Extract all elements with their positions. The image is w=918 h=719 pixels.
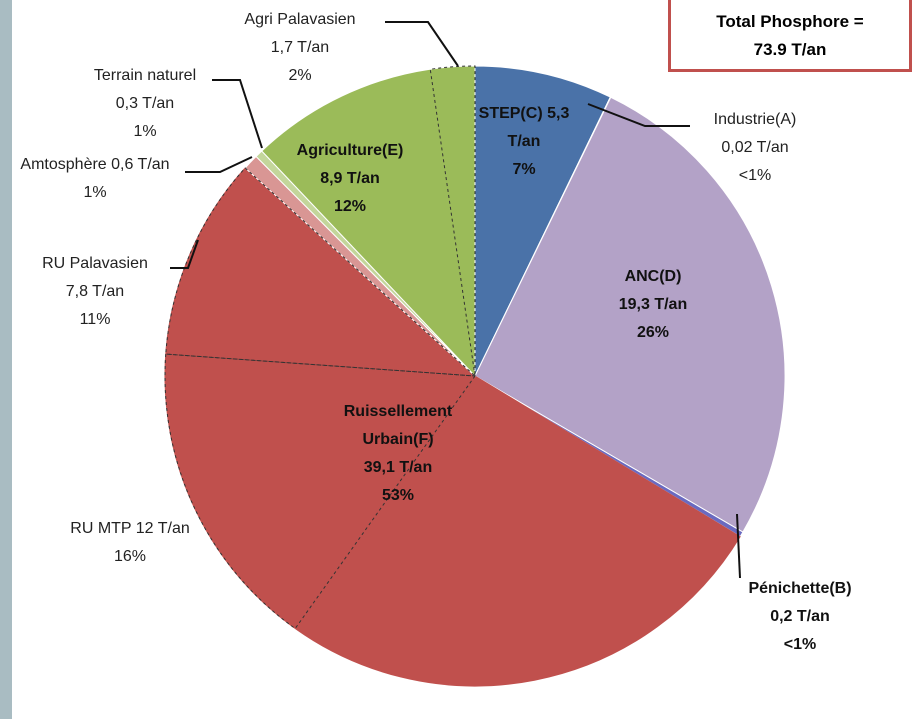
slice-name: Amtosphère [20, 156, 107, 173]
slice-name: Terrain naturel [93, 67, 197, 84]
slice-value: 0,6 T/an [111, 156, 170, 173]
leader-line [587, 103, 690, 127]
slice-name: ANC(D) [624, 268, 682, 285]
slice-percent: 26% [636, 324, 670, 341]
slice-percent: <1% [783, 636, 817, 653]
slice-value: 0,02 T/an [721, 139, 789, 156]
subdivision-name: RU MTP [70, 520, 132, 537]
pie-slice [164, 167, 741, 687]
subdivision-name: Agri Palavasien [244, 11, 356, 28]
slice-label: ANC(D) 19,3 T/an 26% [588, 263, 718, 347]
slice-label: Terrain naturel 0,3 T/an 1% [80, 62, 210, 146]
subdivision-value: 1,7 T/an [270, 39, 330, 56]
pie-slice [474, 65, 611, 377]
subdivision-label: RU Palavasien 7,8 T/an 11% [20, 250, 170, 334]
slice-name: Pénichette(B) [748, 580, 852, 597]
pie-subdivision [165, 167, 477, 377]
slice-name: STEP(C) [478, 105, 543, 122]
subdivision-label: RU MTP 12 T/an 16% [40, 515, 220, 571]
slice-name: Industrie(A) [713, 111, 797, 128]
slice-label: Industrie(A) 0,02 T/an <1% [688, 106, 822, 190]
pie-subdivision [429, 65, 476, 377]
slice-value: 8,9 T/an [320, 170, 380, 187]
slice-value: 19,3 T/an [618, 296, 688, 313]
total-box: Total Phosphore = 73.9 T/an [668, 0, 912, 72]
total-value: 73.9 T/an [753, 40, 827, 59]
leader-line [185, 156, 253, 173]
pie-slice [474, 96, 786, 533]
slice-percent: 7% [512, 161, 536, 178]
subdivision-percent: 2% [288, 67, 312, 84]
pie-subdivision [164, 353, 476, 630]
slice-label: Ruissellement Urbain(F) 39,1 T/an 53% [318, 398, 478, 510]
subdivision-value: 7,8 T/an [65, 283, 125, 300]
leader-line [736, 513, 741, 579]
slice-value: 5,3 T/an [507, 105, 570, 150]
slice-percent: 12% [333, 198, 367, 215]
subdivision-name: RU Palavasien [42, 255, 148, 272]
slice-value: 0,3 T/an [115, 95, 175, 112]
slice-label: Pénichette(B) 0,2 T/an <1% [735, 575, 865, 659]
leader-lines [170, 21, 741, 579]
slice-name: Ruissellement Urbain(F) [343, 403, 453, 448]
slice-percent: 1% [133, 123, 157, 140]
subdivision-label: Agri Palavasien 1,7 T/an 2% [215, 6, 385, 90]
pie [164, 65, 786, 687]
slice-label: Amtosphère 0,6 T/an 1% [20, 151, 170, 207]
slice-label: STEP(C) 5,3 T/an 7% [468, 100, 580, 184]
subdivision-percent: 16% [113, 548, 147, 565]
leader-line [385, 21, 459, 67]
slice-value: 39,1 T/an [363, 459, 433, 476]
left-strip [0, 0, 12, 719]
slice-percent: <1% [738, 167, 772, 184]
slice-percent: 53% [381, 487, 415, 504]
leader-line [212, 79, 263, 149]
slice-label: Agriculture(E) 8,9 T/an 12% [285, 137, 415, 221]
subdivision-percent: 11% [79, 311, 111, 328]
total-title: Total Phosphore = [716, 12, 864, 31]
slice-value: 0,2 T/an [770, 608, 830, 625]
subdivision-value: 12 T/an [135, 520, 190, 537]
slice-name: Agriculture(E) [296, 142, 404, 159]
leader-line [170, 239, 199, 269]
slice-percent: 1% [83, 184, 107, 201]
pie-slice [261, 65, 476, 378]
